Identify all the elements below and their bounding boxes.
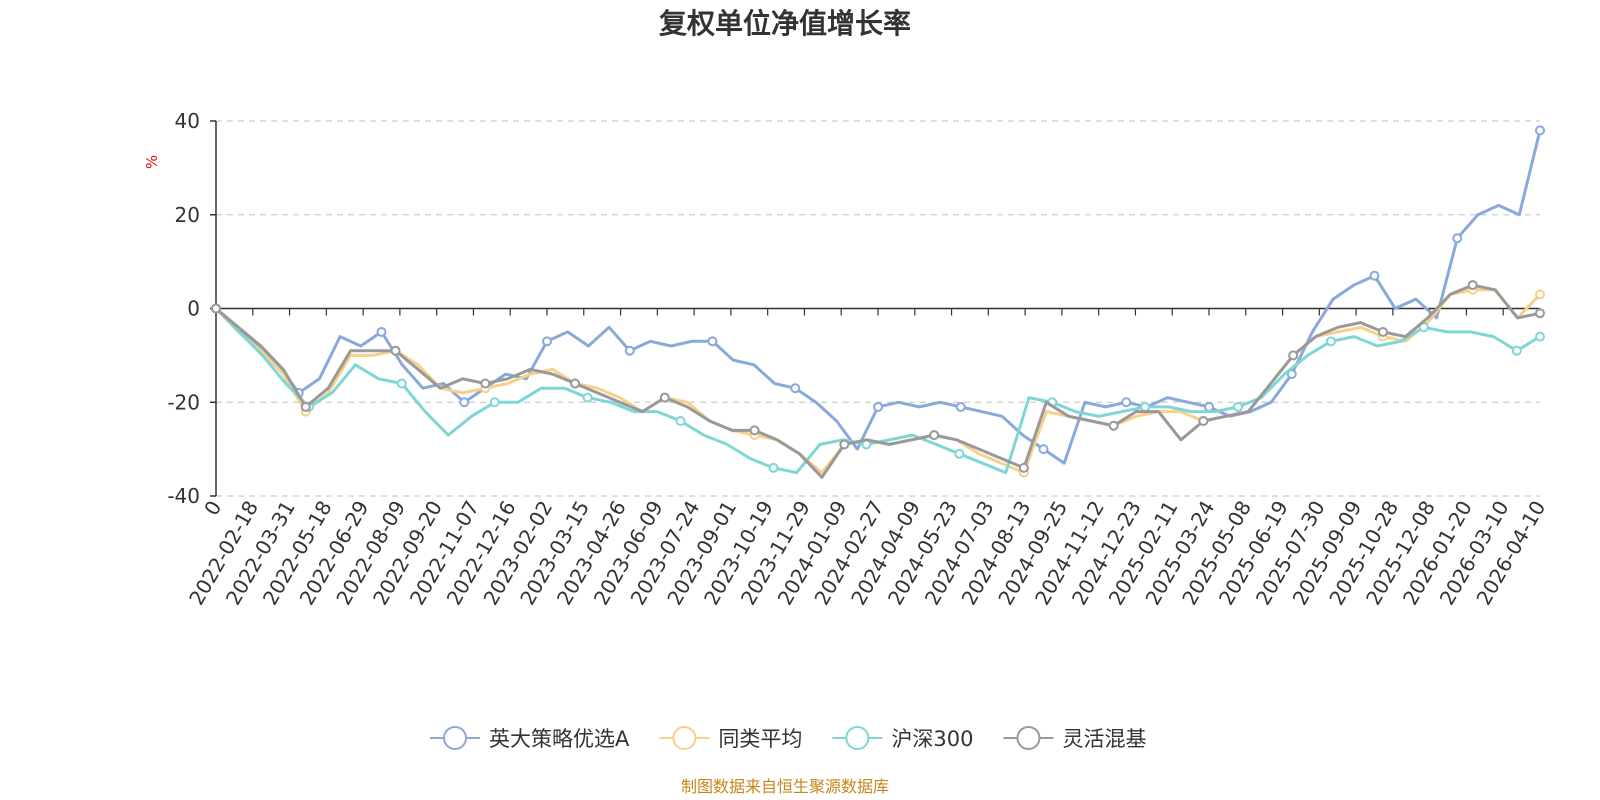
legend-item[interactable]: 同类平均 [659,726,802,751]
series-point [929,430,940,441]
series-point [954,448,965,459]
series-point [955,401,966,412]
series-point [873,401,883,412]
series-point [707,336,718,347]
series-point [1511,345,1522,356]
chart-title: 复权单位净值增长率 [659,7,911,40]
series-point [1140,401,1151,412]
series-point [376,326,387,337]
legend-label: 沪深300 [891,727,973,751]
series-point [390,345,401,356]
series-point [839,439,850,450]
series-point [1452,233,1463,244]
y-tick-label: -20 [167,390,200,414]
x-tick-labels: 02022-02-182022-03-312022-05-182022-06-2… [184,496,1550,609]
series-point [211,303,221,314]
series-line [214,288,1542,475]
legend-circle-icon [443,726,467,750]
series-line [214,130,1542,465]
legend-label: 英大策略优选A [489,727,630,751]
series-point [582,392,593,403]
legend-circle-icon [672,726,697,750]
series-point [1038,444,1049,455]
y-axis-unit: % [143,155,161,169]
series-point [1204,401,1214,412]
series-point [396,378,407,389]
series-point [480,378,491,389]
series-point [1535,125,1545,136]
source-note: 制图数据来自恒生聚源数据库 [681,777,889,796]
series-point [624,345,635,356]
y-tick-label: 20 [175,203,200,227]
series-point [1233,401,1244,412]
series-point [1418,322,1429,333]
series-point [749,425,760,436]
legend[interactable]: 英大策略优选A 同类平均 沪深300 灵活混基 [430,726,1146,751]
series-point [768,462,779,473]
legend-item[interactable]: 英大策略优选A [430,726,630,751]
series-line [215,283,1541,479]
y-tick-label: -40 [167,484,200,508]
legend-item[interactable]: 沪深300 [832,726,973,751]
series-point [1198,416,1209,426]
series-point [542,336,552,347]
legend-label: 灵活混基 [1062,727,1146,751]
y-tick-labels: 40 20 0 -20 -40 [167,109,200,508]
series-point [459,397,470,408]
series-point [790,383,801,394]
series-point [1377,326,1388,337]
axes [210,120,1541,497]
series-point [1369,270,1380,281]
legend-circle-icon [1016,726,1041,750]
legend-item[interactable]: 灵活混基 [1003,726,1146,751]
series-point [1535,289,1545,300]
series-point [300,401,311,412]
series-point [659,392,670,403]
series-point [1288,350,1299,361]
series-point [1108,420,1119,431]
series-point [1121,397,1132,408]
series-point [1018,462,1029,473]
y-tick-label: 0 [187,297,200,321]
y-tick-label: 40 [175,109,200,133]
series-point [675,416,686,426]
series-point [1325,336,1336,347]
series-point [570,378,581,389]
series-point [1535,308,1545,319]
legend-label: 同类平均 [718,727,802,751]
series-group [211,125,1545,479]
series-point [1535,331,1545,342]
series-point [1467,280,1478,291]
x-tick-label: 0 [199,497,226,520]
series-point [489,397,500,408]
series-line [214,307,1541,475]
legend-circle-icon [845,726,870,750]
